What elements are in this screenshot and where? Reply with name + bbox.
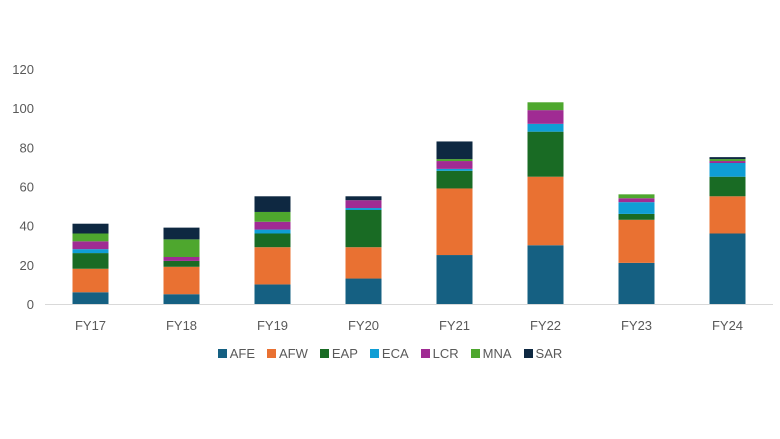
legend-swatch <box>470 349 480 358</box>
bar-eap-fy23 <box>618 213 655 220</box>
bar-eap-fy22 <box>527 131 564 177</box>
bar-eap-fy21 <box>436 170 473 189</box>
bar-afe-fy22 <box>527 245 564 304</box>
bar-eap-fy19 <box>254 233 291 248</box>
bar-afw-fy23 <box>618 219 655 263</box>
legend-swatch <box>523 349 533 358</box>
bar-afw-fy18 <box>163 266 200 295</box>
x-tick-label: FY21 <box>439 318 470 333</box>
bar-lcr-fy19 <box>254 221 291 230</box>
y-tick-label: 40 <box>20 219 34 234</box>
legend-label: AFE <box>229 346 255 361</box>
bar-afw-fy19 <box>254 247 291 285</box>
legend-label: AFW <box>279 346 308 361</box>
legend-item-lcr: LCR <box>420 346 459 361</box>
bar-mna-fy21 <box>436 159 473 162</box>
legend-label: LCR <box>432 346 459 361</box>
legend-swatch <box>267 349 276 358</box>
x-tick-label: FY18 <box>166 318 197 333</box>
bar-lcr-fy22 <box>527 110 564 124</box>
x-tick-label: FY24 <box>712 318 743 333</box>
bar-afe-fy24 <box>709 233 746 304</box>
bar-eca-fy20 <box>345 208 382 210</box>
legend-label: EAP <box>331 346 358 361</box>
bar-mna-fy19 <box>254 211 291 222</box>
legend-item-afw: AFW <box>267 346 308 361</box>
bar-afe-fy23 <box>618 262 655 304</box>
bar-mna-fy23 <box>618 194 655 199</box>
bar-eap-fy24 <box>709 176 746 197</box>
bar-eca-fy23 <box>618 202 655 214</box>
bar-afe-fy21 <box>436 255 473 304</box>
bar-lcr-fy17 <box>72 241 109 250</box>
bar-afw-fy21 <box>436 188 473 256</box>
bar-mna-fy22 <box>527 102 564 111</box>
bar-mna-fy17 <box>72 233 109 242</box>
legend-label: SAR <box>535 346 563 361</box>
bar-eca-fy24 <box>709 163 746 177</box>
bar-afe-fy20 <box>345 278 382 304</box>
legend-label: MNA <box>482 346 512 361</box>
bar-eap-fy17 <box>72 253 109 269</box>
legend-label: ECA <box>381 346 409 361</box>
legend-swatch <box>420 349 430 358</box>
legend-swatch <box>369 349 379 358</box>
x-tick-label: FY22 <box>530 318 561 333</box>
y-tick-label: 80 <box>20 140 34 155</box>
y-tick-label: 60 <box>20 180 34 195</box>
bar-sar-fy19 <box>254 196 291 212</box>
legend-swatch <box>217 349 227 358</box>
x-tick-label: FY17 <box>75 318 106 333</box>
bar-afe-fy18 <box>163 294 200 304</box>
bar-eca-fy17 <box>72 249 109 254</box>
legend: AFE AFW EAP ECA LCR MNA SAR <box>0 346 780 361</box>
bar-sar-fy18 <box>163 227 200 240</box>
bar-afw-fy17 <box>72 268 109 293</box>
bar-afw-fy22 <box>527 176 564 246</box>
bar-lcr-fy23 <box>618 198 655 203</box>
legend-swatch <box>319 349 329 358</box>
bar-afe-fy19 <box>254 284 291 304</box>
bar-eca-fy21 <box>436 168 473 171</box>
legend-item-afe: AFE <box>217 346 255 361</box>
x-tick-label: FY20 <box>348 318 379 333</box>
bar-afe-fy17 <box>72 292 109 304</box>
bar-sar-fy21 <box>436 141 473 160</box>
legend-item-eap: EAP <box>319 346 358 361</box>
legend-item-sar: SAR <box>523 346 563 361</box>
bar-eap-fy18 <box>163 260 200 267</box>
y-tick-label: 100 <box>12 101 34 116</box>
bar-afw-fy20 <box>345 247 382 279</box>
y-tick-label: 120 <box>12 62 34 77</box>
bar-lcr-fy18 <box>163 257 200 261</box>
bar-eca-fy22 <box>527 123 564 132</box>
bar-lcr-fy21 <box>436 161 473 169</box>
bar-lcr-fy20 <box>345 200 382 209</box>
bar-afw-fy24 <box>709 196 746 234</box>
bar-eca-fy19 <box>254 229 291 234</box>
x-tick-label: FY19 <box>257 318 288 333</box>
bar-mna-fy18 <box>163 239 200 257</box>
bar-sar-fy24 <box>709 157 746 160</box>
bar-sar-fy17 <box>72 223 109 234</box>
bar-mna-fy24 <box>709 159 746 162</box>
bar-sar-fy20 <box>345 196 382 201</box>
y-tick-label: 0 <box>27 297 34 312</box>
legend-item-eca: ECA <box>369 346 409 361</box>
x-tick-label: FY23 <box>621 318 652 333</box>
y-tick-label: 20 <box>20 258 34 273</box>
legend-item-mna: MNA <box>470 346 512 361</box>
bar-eap-fy20 <box>345 210 382 248</box>
bar-lcr-fy24 <box>709 161 746 163</box>
